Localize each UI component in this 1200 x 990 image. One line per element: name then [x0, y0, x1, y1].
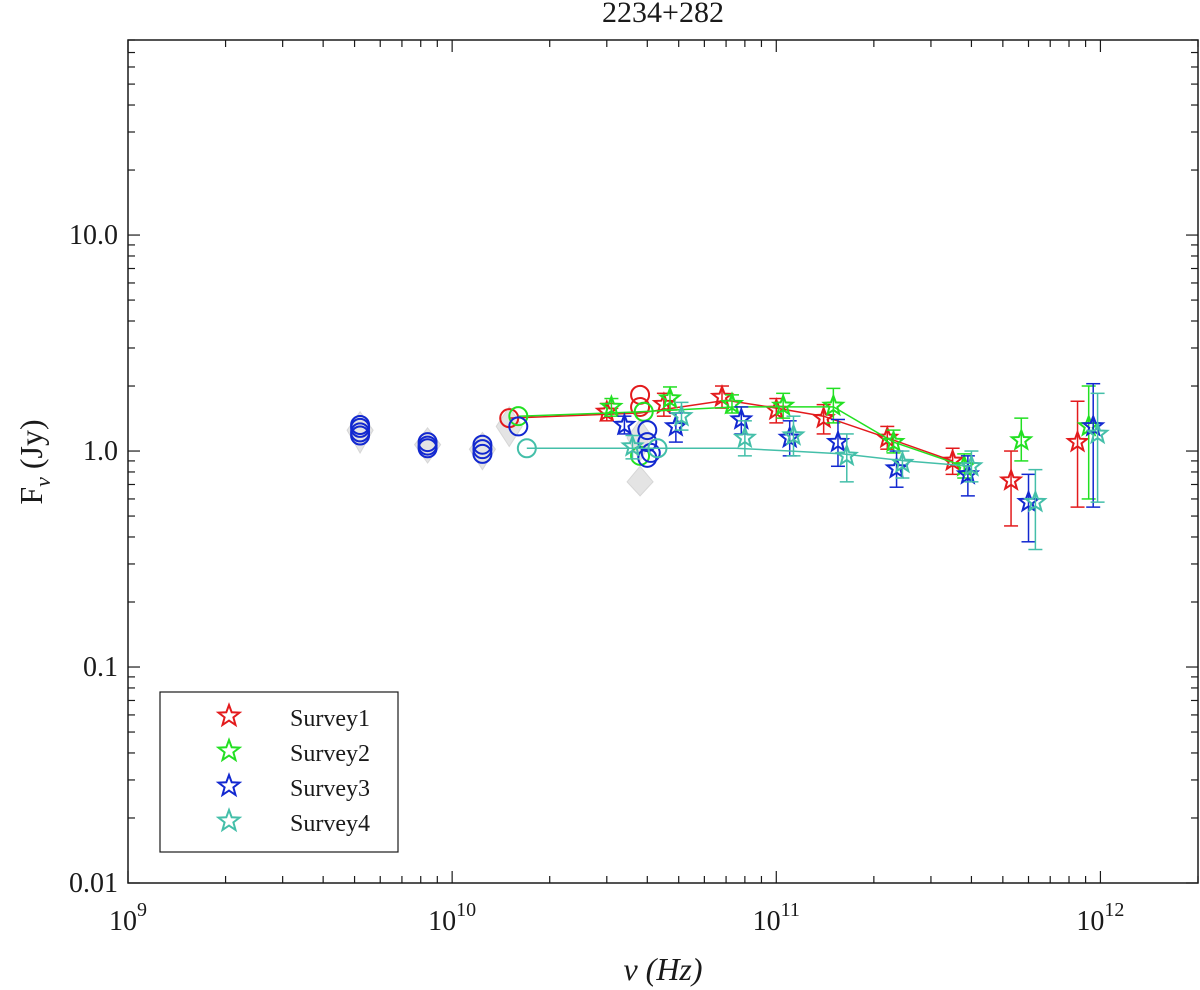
survey2-star-5: [881, 429, 906, 453]
y-tick-label-0: 0.01: [69, 868, 118, 899]
legend-box: [159, 691, 399, 853]
survey3-circle-7: [472, 434, 493, 455]
survey3-star-2: [729, 406, 754, 430]
chart-title: 2234+282: [602, 0, 724, 29]
background-point-4: [626, 465, 654, 497]
survey1-star-4: [811, 405, 836, 429]
series-survey4: [516, 392, 1110, 551]
survey2-circle-1: [633, 401, 654, 422]
legend: Survey1 Survey2 Survey3 Survey4: [159, 691, 399, 853]
y-axis-label: Fν (Jy): [13, 419, 55, 504]
survey2-star-2: [719, 391, 745, 415]
legend-marker-survey3: [215, 772, 243, 798]
survey4-circle-0: [516, 438, 537, 459]
survey3-errorbar-7: [1021, 473, 1036, 543]
x-tick-label-0: 109: [109, 899, 147, 937]
series-survey2: [508, 385, 1101, 500]
axis-ticks-layer: 109 1010 1011 1012 0.01 0.1 1.0 10.0: [69, 39, 1199, 937]
y-tick-label-1: 0.1: [83, 652, 118, 683]
survey2-star-4: [821, 392, 846, 417]
survey4-errorbar-8: [1090, 392, 1105, 503]
survey4-star-2: [732, 425, 758, 449]
survey1-star-1: [651, 391, 677, 415]
survey3-circle-13: [640, 442, 661, 463]
survey2-star-3: [770, 392, 796, 417]
x-tick-label-3: 1012: [1076, 899, 1124, 937]
survey4-line: [526, 447, 972, 468]
survey4-star-3: [781, 422, 806, 446]
survey2-circle-0: [508, 406, 529, 427]
survey2-errorbar-7: [1014, 417, 1029, 462]
survey4-star-4: [834, 442, 860, 467]
y-tick-label-3: 10.0: [69, 220, 118, 251]
y-axis-label-f: F: [13, 487, 49, 505]
survey4-circle-1: [647, 438, 668, 459]
legend-marker-survey1: [215, 702, 243, 728]
survey3-circle-10: [508, 416, 529, 437]
survey3-circle-12: [637, 432, 658, 453]
survey3-circle-11: [637, 420, 658, 441]
survey4-errorbar-4: [839, 433, 854, 483]
survey3-circle-8: [472, 439, 493, 460]
survey1-star-8: [1065, 429, 1090, 453]
y-axis-label-nu: ν: [30, 477, 55, 487]
svg-text:Fν (Jy): Fν (Jy): [13, 419, 55, 504]
survey4-star-0: [620, 433, 645, 457]
survey4-errorbar-7: [1028, 468, 1043, 551]
legend-marker-survey4: [215, 807, 243, 833]
survey1-star-7: [998, 467, 1024, 491]
survey2-star-1: [657, 385, 683, 409]
y-tick-label-2: 1.0: [83, 436, 118, 467]
survey4-star-8: [1085, 421, 1110, 445]
survey4-star-6: [959, 453, 984, 477]
survey4-star-5: [890, 450, 915, 474]
survey4-star-7: [1023, 489, 1048, 513]
survey3-circle-9: [472, 443, 493, 464]
legend-marker-survey2: [215, 737, 243, 763]
legend-label-survey2: Survey2: [290, 741, 370, 767]
legend-label-survey1: Survey1: [290, 706, 370, 732]
survey2-star-0: [599, 394, 624, 418]
survey3-errorbar-8: [1086, 382, 1101, 508]
survey2-star-7: [1009, 427, 1034, 451]
survey3-star-0: [612, 412, 637, 436]
background-point-5: [626, 418, 654, 462]
x-tick-label-2: 1011: [753, 899, 800, 937]
survey4-star-1: [669, 403, 694, 427]
x-axis-label: ν (Hz): [623, 951, 702, 987]
survey3-errorbar-4: [830, 418, 845, 468]
legend-label-survey3: Survey3: [290, 776, 370, 802]
survey3-star-5: [884, 455, 909, 479]
survey3-star-6: [955, 461, 981, 485]
survey3-circle-3: [350, 425, 371, 446]
survey1-errorbar-8: [1070, 400, 1085, 508]
x-tick-label-1: 1010: [428, 899, 476, 937]
legend-label-survey4: Survey4: [290, 811, 370, 837]
survey3-star-4: [825, 429, 851, 453]
survey3-circle-6: [417, 438, 438, 459]
survey1-errorbar-7: [1004, 450, 1019, 527]
survey3-circle-1: [350, 417, 371, 438]
survey1-circle-2: [630, 396, 651, 417]
series-layer: [350, 382, 1110, 551]
y-axis-label-unit: (Jy): [13, 419, 49, 477]
